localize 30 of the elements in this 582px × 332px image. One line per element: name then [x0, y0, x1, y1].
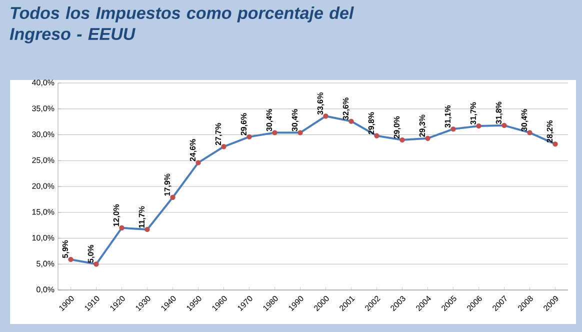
data-label: 29,6% [240, 113, 248, 136]
y-tick-label: 15,0% [32, 209, 54, 216]
data-label: 5,0% [88, 244, 95, 263]
data-label: 27,7% [215, 122, 222, 146]
data-label: 30,4% [266, 109, 274, 132]
data-label: 31,1% [444, 105, 452, 128]
y-tick-label: 30,0% [32, 131, 54, 138]
data-label: 31,7% [470, 102, 478, 125]
data-label: 29,0% [394, 116, 401, 138]
data-label: 33,6% [317, 92, 324, 115]
y-tick-label: 40,0% [32, 80, 54, 86]
data-label: 31,8% [496, 102, 503, 124]
data-label: 12,0% [113, 204, 120, 226]
y-tick-label: 35,0% [32, 106, 54, 112]
data-label: 32,6% [342, 98, 350, 120]
chart-title: Todos los Impuestos como porcentaje del Ingreso - EEUU [10, 6, 354, 44]
data-label: 24,6% [190, 139, 197, 162]
data-label: 29,8% [368, 112, 376, 134]
y-tick-label: 20,0% [32, 183, 54, 190]
data-label: 28,2% [546, 120, 554, 143]
data-label: 17,9% [164, 174, 172, 196]
data-label: 30,4% [292, 109, 299, 132]
y-tick-label: 5,0% [36, 260, 54, 268]
data-label: 11,7% [138, 206, 146, 228]
y-tick-label: 25,0% [32, 157, 54, 164]
y-tick-label: 10,0% [32, 234, 54, 242]
data-label: 30,4% [521, 109, 528, 132]
y-tick-label: 0,0% [36, 286, 54, 294]
data-label: 5,9% [62, 240, 70, 258]
data-label: 29,3% [419, 114, 426, 137]
